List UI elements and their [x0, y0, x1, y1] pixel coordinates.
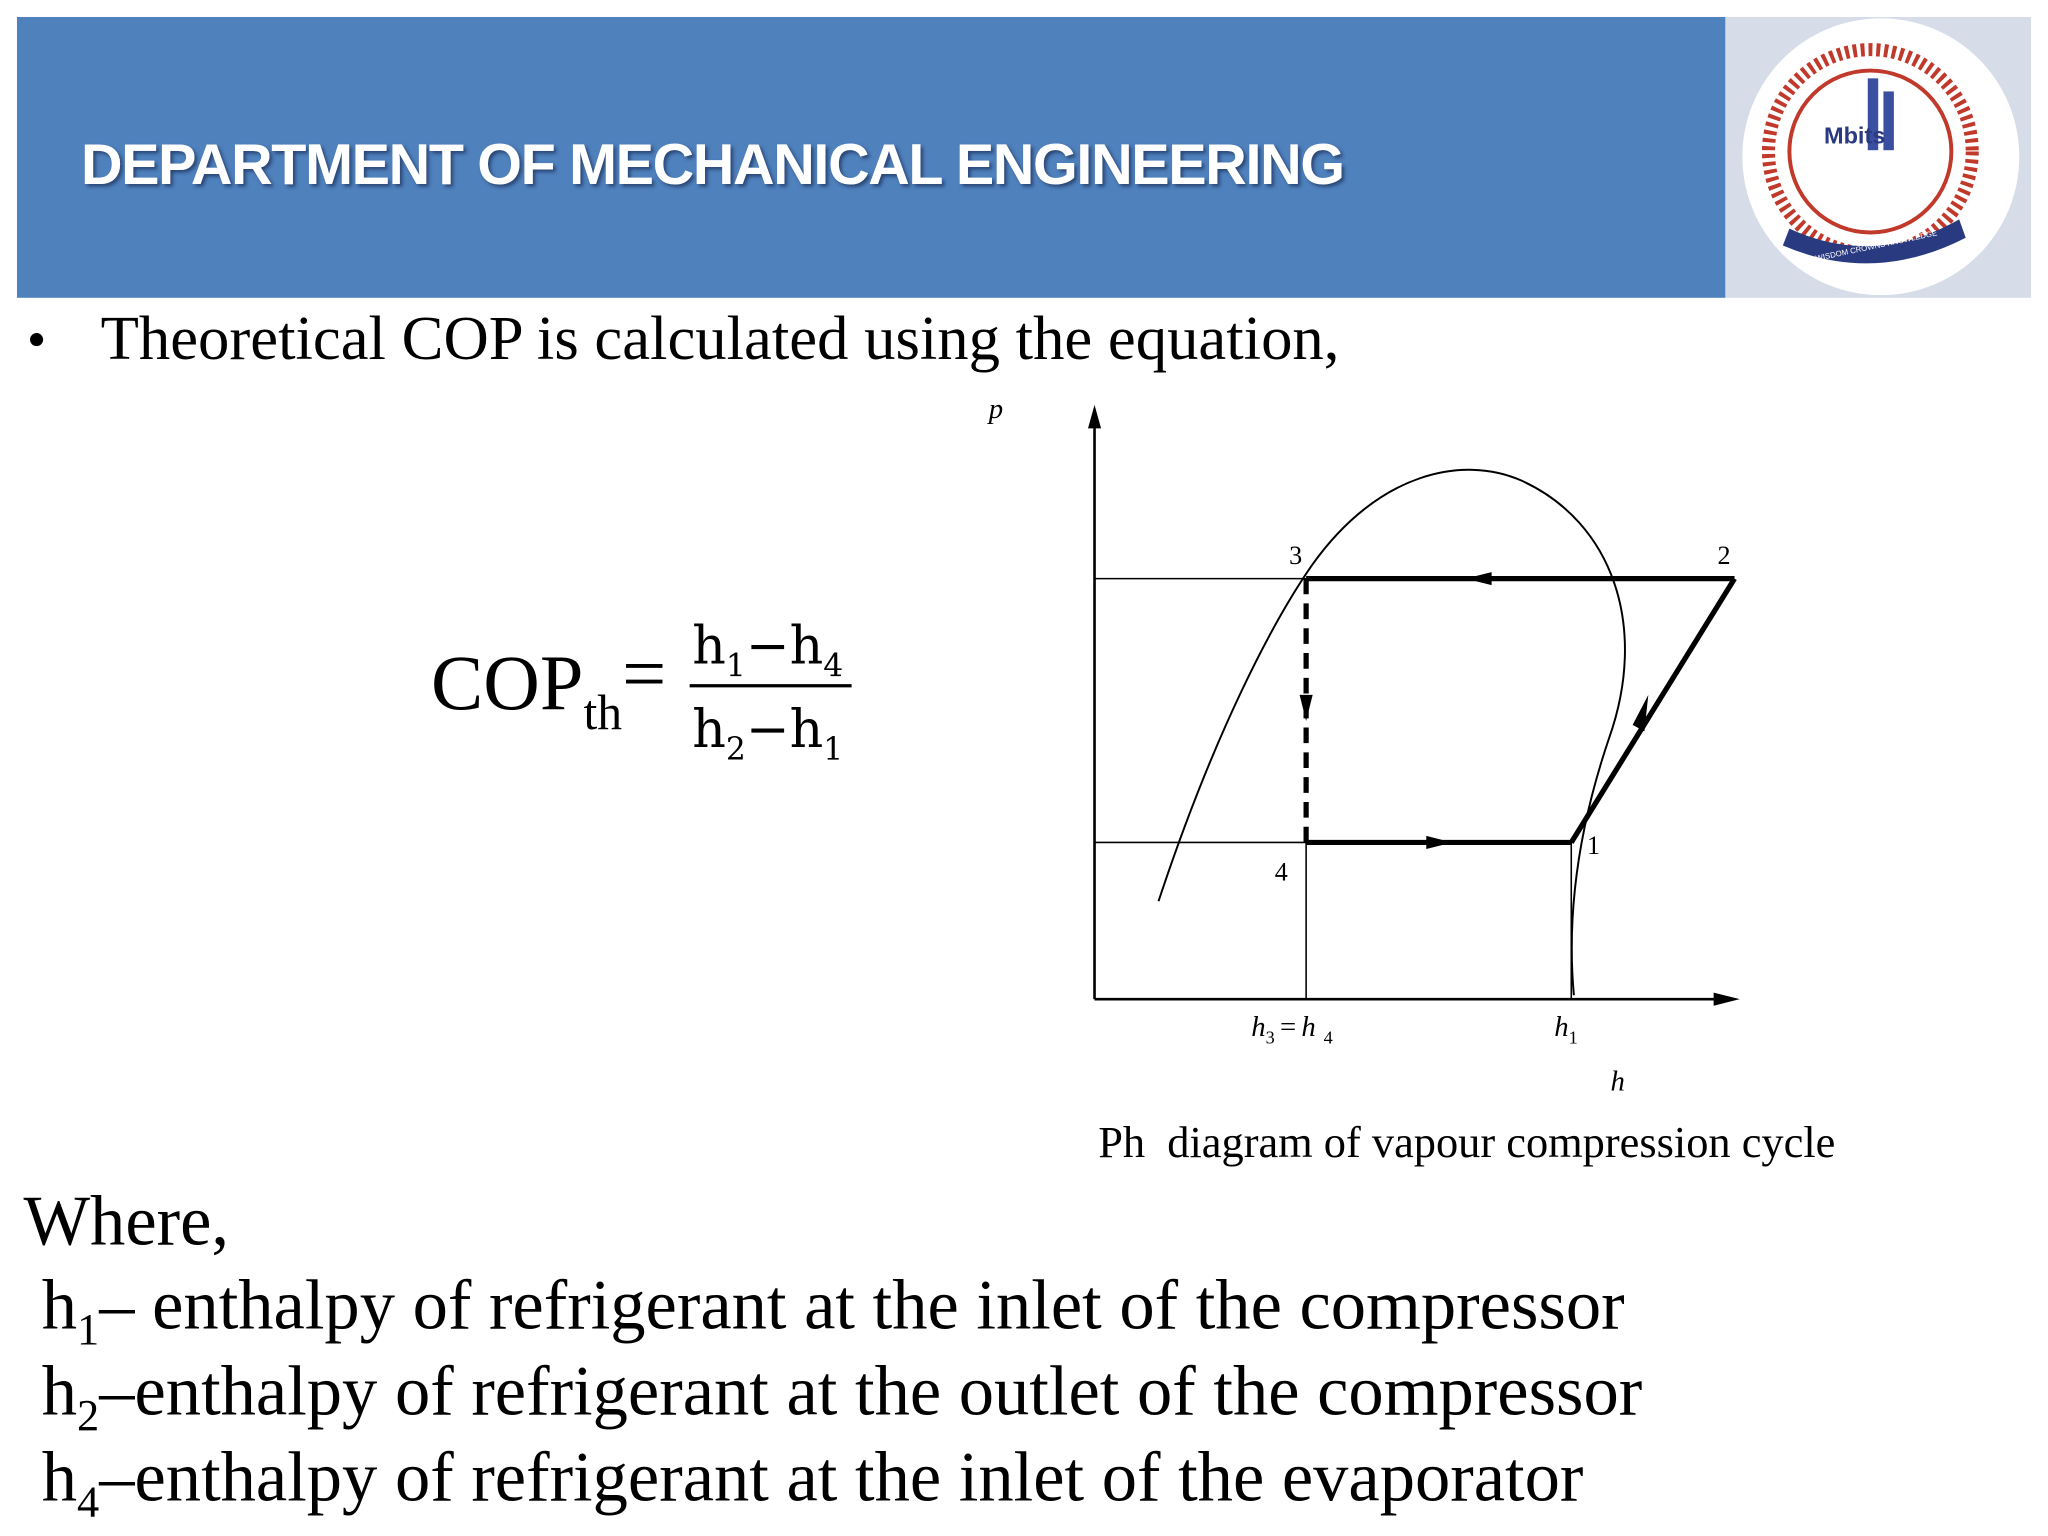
sym: h: [692, 617, 726, 677]
logo-text: Mbits: [1824, 123, 1885, 149]
sub: 2: [77, 1390, 99, 1440]
def-text: –enthalpy of refrigerant at the outlet o…: [98, 1353, 1642, 1431]
sub: 1: [77, 1304, 99, 1354]
def-text: –enthalpy of refrigerant at the inlet of…: [98, 1439, 1583, 1517]
sym: h: [1251, 1011, 1265, 1043]
where-label: Where,: [24, 1183, 230, 1261]
sym: h: [42, 1353, 77, 1431]
sym: h: [790, 617, 824, 677]
op: =: [1280, 1011, 1296, 1043]
op: −: [746, 617, 790, 677]
sub: 1: [726, 649, 746, 685]
logo: Mbits WISDOM CROWNS KNOWLEDGE: [1742, 18, 2020, 296]
sym: h: [692, 700, 726, 760]
header-title: DEPARTMENT OF MECHANICAL ENGINEERING: [81, 133, 1344, 197]
bullet-dot: [30, 333, 44, 347]
point-label: 2: [1718, 541, 1731, 570]
header-band: [16, 16, 1726, 298]
definition: h2–enthalpy of refrigerant at the outlet…: [42, 1353, 1642, 1441]
sub: 4: [1324, 1028, 1333, 1048]
diagram-labels: p h 1 2 3 4 h3 = h 4 h1 Ph diagram of vapou…: [987, 393, 1836, 1167]
x-axis-label: h: [1610, 1066, 1624, 1098]
formula-lhs: COPth=: [431, 630, 666, 740]
sym: h: [790, 700, 824, 760]
sym: h: [1301, 1011, 1315, 1043]
numerator: h1−h4: [692, 617, 843, 685]
denominator: h2−h1: [692, 700, 843, 768]
tick-label: h1: [1554, 1011, 1578, 1048]
definition: h4–enthalpy of refrigerant at the inlet …: [42, 1439, 1584, 1527]
sub: 3: [1266, 1028, 1275, 1048]
diagram-caption: Ph diagram of vapour compression cycle: [1098, 1117, 1835, 1167]
equals: =: [622, 630, 666, 717]
sym: h: [42, 1439, 77, 1517]
point-label: 1: [1587, 831, 1600, 860]
y-axis-label: p: [987, 393, 1003, 425]
point-label: 3: [1289, 541, 1302, 570]
sub: 1: [1569, 1028, 1578, 1048]
definition: h1– enthalpy of refrigerant at the inlet…: [42, 1266, 1625, 1354]
cop: COP: [431, 639, 583, 726]
sub: 1: [823, 732, 843, 768]
op: −: [746, 700, 790, 760]
def-text: – enthalpy of refrigerant at the inlet o…: [98, 1266, 1624, 1344]
cop-sub: th: [583, 685, 622, 740]
sub: 4: [823, 649, 843, 685]
sub: 4: [77, 1476, 99, 1526]
sym: h: [42, 1266, 77, 1344]
sub: 2: [726, 732, 746, 768]
bullet-text: Theoretical COP is calculated using the …: [101, 303, 1340, 373]
ph-diagram: [1088, 404, 1740, 1006]
point-label: 4: [1275, 857, 1288, 886]
sym: h: [1554, 1011, 1568, 1043]
tick-label: h3 = h 4: [1251, 1011, 1332, 1048]
